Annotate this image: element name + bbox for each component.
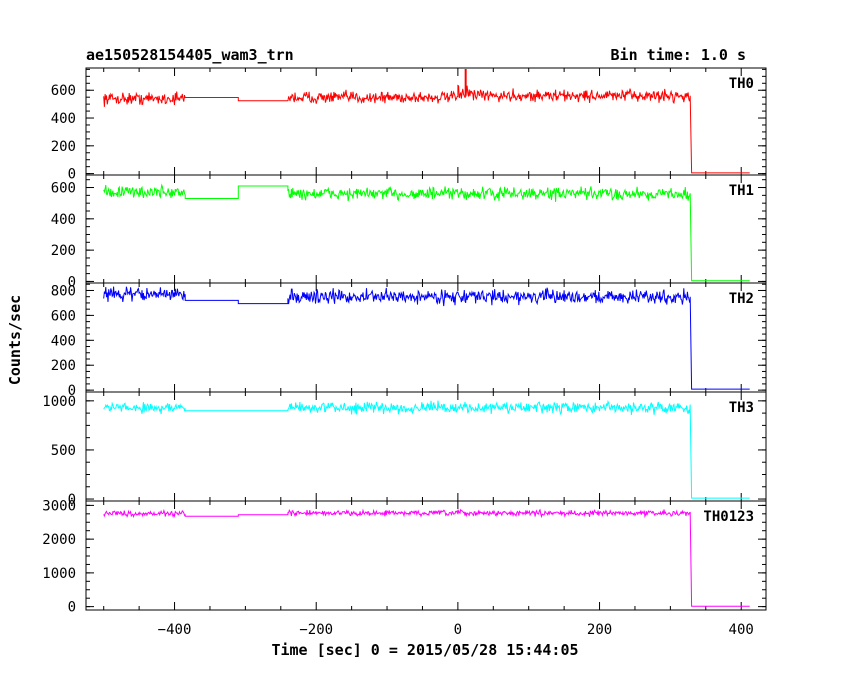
series-th1 bbox=[103, 183, 750, 282]
panel-th1: 0 200 400 600 TH1 bbox=[51, 174, 767, 290]
y-axis-label: Counts/sec bbox=[6, 295, 24, 385]
x-tick-label: 200 bbox=[587, 622, 612, 638]
y-tick-label: 400 bbox=[51, 333, 76, 349]
y-tick-label: 0 bbox=[68, 274, 76, 290]
chart-title: ae150528154405_wam3_trn bbox=[86, 46, 294, 64]
y-tick-label: 200 bbox=[51, 358, 76, 374]
y-tick-label: 800 bbox=[51, 283, 76, 299]
panel-frame bbox=[85, 500, 767, 611]
series-th2 bbox=[103, 286, 750, 390]
panel-label: TH1 bbox=[729, 183, 754, 199]
panel-label: TH2 bbox=[729, 291, 754, 307]
y-tick-label: 0 bbox=[68, 167, 76, 183]
x-axis: −400 −200 0 200 400 bbox=[158, 622, 754, 638]
x-tick-label: 400 bbox=[729, 622, 754, 638]
x-tick-label: −400 bbox=[158, 622, 192, 638]
y-tick-label: 200 bbox=[51, 243, 76, 259]
y-tick-label: 0 bbox=[68, 492, 76, 508]
panel-th3: 0 500 1000 TH3 bbox=[42, 391, 767, 508]
panel-th0: 0 200 400 600 TH0 bbox=[51, 67, 767, 183]
y-tick-label: 600 bbox=[51, 308, 76, 324]
y-tick-label: 2000 bbox=[42, 532, 76, 548]
x-tick-label: 0 bbox=[454, 622, 462, 638]
panel-label: TH0123 bbox=[703, 509, 754, 525]
x-tick-label: −200 bbox=[299, 622, 333, 638]
panel-label: TH0 bbox=[729, 76, 754, 92]
y-tick-label: 3000 bbox=[42, 498, 76, 514]
panels-group: 0 200 400 600 TH0 0 200 400 600 TH1 0 200 400 600 800 T… bbox=[42, 67, 767, 616]
y-tick-label: 600 bbox=[51, 83, 76, 99]
panel-label: TH3 bbox=[729, 400, 754, 416]
y-tick-label: 0 bbox=[68, 383, 76, 399]
y-tick-label: 1000 bbox=[42, 394, 76, 410]
y-tick-label: 0 bbox=[68, 600, 76, 616]
y-tick-label: 400 bbox=[51, 111, 76, 127]
series-th0123 bbox=[103, 508, 750, 607]
y-tick-label: 1000 bbox=[42, 566, 76, 582]
y-tick-label: 400 bbox=[51, 212, 76, 228]
panel-frame bbox=[85, 282, 767, 393]
x-axis-label: Time [sec] 0 = 2015/05/28 15:44:05 bbox=[271, 641, 578, 659]
panel-frame bbox=[85, 67, 767, 176]
y-tick-label: 200 bbox=[51, 139, 76, 155]
bin-time-label: Bin time: 1.0 s bbox=[611, 46, 746, 64]
y-tick-label: 500 bbox=[51, 443, 76, 459]
y-tick-label: 600 bbox=[51, 181, 76, 197]
panel-th0123: 0 1000 2000 3000 TH0123 bbox=[42, 498, 767, 616]
series-th3 bbox=[103, 399, 750, 499]
series-th0 bbox=[103, 84, 750, 174]
panel-th2: 0 200 400 600 800 TH2 bbox=[51, 282, 767, 399]
